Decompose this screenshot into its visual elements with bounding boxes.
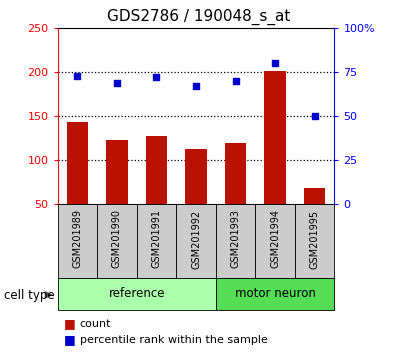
Bar	[106, 141, 128, 204]
Bar	[295, 204, 334, 278]
Bar	[97, 204, 137, 278]
Text: reference: reference	[109, 287, 165, 300]
Bar	[255, 204, 295, 278]
Bar	[137, 204, 176, 278]
Bar	[224, 143, 246, 204]
Text: GDS2786 / 190048_s_at: GDS2786 / 190048_s_at	[107, 9, 291, 25]
Bar	[264, 71, 286, 204]
Text: percentile rank within the sample: percentile rank within the sample	[80, 335, 267, 345]
Point	[272, 61, 278, 66]
Text: GSM201990: GSM201990	[112, 210, 122, 268]
Bar	[58, 278, 216, 310]
Point	[193, 83, 199, 89]
Text: GSM201992: GSM201992	[191, 210, 201, 269]
Bar	[146, 136, 168, 204]
Text: ■: ■	[64, 318, 76, 330]
Point	[114, 80, 120, 85]
Point	[232, 78, 239, 84]
Point	[153, 75, 160, 80]
Bar	[185, 149, 207, 204]
Text: GSM201989: GSM201989	[72, 210, 82, 268]
Bar	[58, 204, 97, 278]
Text: GSM201995: GSM201995	[310, 210, 320, 269]
Text: ■: ■	[64, 333, 76, 346]
Bar	[216, 204, 255, 278]
Bar	[216, 278, 334, 310]
Text: GSM201994: GSM201994	[270, 210, 280, 268]
Point	[311, 113, 318, 119]
Bar	[304, 188, 326, 204]
Bar	[176, 204, 216, 278]
Text: motor neuron: motor neuron	[234, 287, 316, 300]
Point	[74, 73, 81, 79]
Text: cell type: cell type	[4, 289, 55, 302]
Text: GSM201993: GSM201993	[230, 210, 240, 268]
Text: GSM201991: GSM201991	[152, 210, 162, 268]
Text: count: count	[80, 319, 111, 329]
Bar	[66, 122, 88, 204]
